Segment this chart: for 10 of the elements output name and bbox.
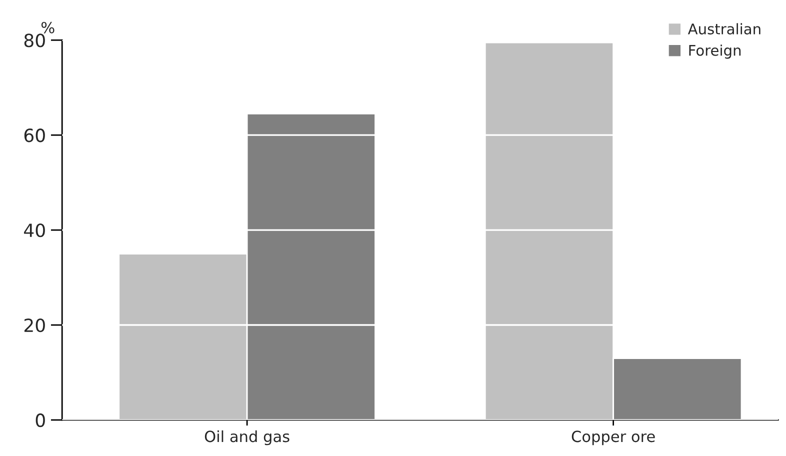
y-tick-label: 20 [24, 318, 45, 332]
y-tick-label: 40 [24, 224, 45, 238]
y-tick-label: 0 [36, 413, 45, 428]
y-tick-label: 80 [24, 34, 45, 48]
legend-label: Australian [688, 23, 760, 34]
x-tick-label: Copper ore [572, 430, 655, 446]
x-tick-label: Oil and gas [204, 430, 290, 446]
y-axis-title: % [41, 22, 54, 34]
y-tick-label: 60 [24, 128, 45, 142]
legend-label: Foreign [689, 44, 741, 59]
